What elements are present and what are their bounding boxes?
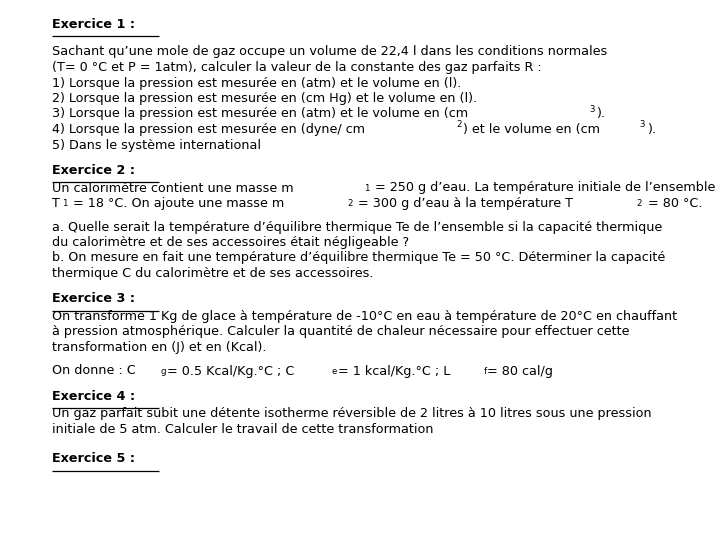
Text: ).: ). (596, 107, 605, 120)
Text: e: e (331, 367, 337, 376)
Text: du calorimètre et de ses accessoires était négligeable ?: du calorimètre et de ses accessoires éta… (52, 236, 409, 249)
Text: Exercice 4 :: Exercice 4 : (52, 390, 135, 403)
Text: = 300 g d’eau à la température T: = 300 g d’eau à la température T (354, 197, 573, 210)
Text: = 250 g d’eau. La température initiale de l’ensemble est: = 250 g d’eau. La température initiale d… (371, 182, 720, 195)
Text: 3) Lorsque la pression est mesurée en (atm) et le volume en (cm: 3) Lorsque la pression est mesurée en (a… (52, 107, 468, 120)
Text: 2: 2 (347, 199, 353, 209)
Text: 3: 3 (589, 105, 595, 113)
Text: f: f (483, 367, 487, 376)
Text: 2: 2 (456, 120, 462, 129)
Text: = 18 °C. On ajoute une masse m: = 18 °C. On ajoute une masse m (69, 197, 284, 210)
Text: (T= 0 °C et P = 1atm), calculer la valeur de la constante des gaz parfaits R :: (T= 0 °C et P = 1atm), calculer la valeu… (52, 61, 541, 74)
Text: = 0.5 Kcal/Kg.°C ; C: = 0.5 Kcal/Kg.°C ; C (167, 365, 294, 377)
Text: = 1 kcal/Kg.°C ; L: = 1 kcal/Kg.°C ; L (338, 365, 451, 377)
Text: g: g (160, 367, 166, 376)
Text: ).: ). (647, 123, 656, 136)
Text: à pression atmosphérique. Calculer la quantité de chaleur nécessaire pour effect: à pression atmosphérique. Calculer la qu… (52, 326, 629, 339)
Text: ) et le volume en (cm: ) et le volume en (cm (463, 123, 600, 136)
Text: 1: 1 (364, 184, 369, 193)
Text: = 80 cal/g: = 80 cal/g (487, 365, 553, 377)
Text: transformation en (J) et en (Kcal).: transformation en (J) et en (Kcal). (52, 341, 266, 354)
Text: 3: 3 (640, 120, 645, 129)
Text: Un calorimètre contient une masse m: Un calorimètre contient une masse m (52, 182, 294, 195)
Text: Exercice 3 :: Exercice 3 : (52, 293, 135, 306)
Text: Exercice 2 :: Exercice 2 : (52, 164, 135, 177)
Text: 4) Lorsque la pression est mesurée en (dyne/ cm: 4) Lorsque la pression est mesurée en (d… (52, 123, 365, 136)
Text: On donne : C: On donne : C (52, 365, 136, 377)
Text: Exercice 1 :: Exercice 1 : (52, 18, 135, 31)
Text: Sachant qu’une mole de gaz occupe un volume de 22,4 l dans les conditions normal: Sachant qu’une mole de gaz occupe un vol… (52, 46, 607, 59)
Text: Un gaz parfait subit une détente isotherme réversible de 2 litres à 10 litres so: Un gaz parfait subit une détente isother… (52, 408, 652, 421)
Text: Exercice 5 :: Exercice 5 : (52, 453, 135, 466)
Text: 2: 2 (636, 199, 642, 209)
Text: 1) Lorsque la pression est mesurée en (atm) et le volume en (l).: 1) Lorsque la pression est mesurée en (a… (52, 76, 462, 89)
Text: 2) Lorsque la pression est mesurée en (cm Hg) et le volume en (l).: 2) Lorsque la pression est mesurée en (c… (52, 92, 477, 105)
Text: 5) Dans le système international: 5) Dans le système international (52, 139, 261, 152)
Text: thermique C du calorimètre et de ses accessoires.: thermique C du calorimètre et de ses acc… (52, 267, 374, 280)
Text: 1: 1 (62, 199, 68, 209)
Text: a. Quelle serait la température d’équilibre thermique Te de l’ensemble si la cap: a. Quelle serait la température d’équili… (52, 221, 662, 234)
Text: On transforme 1 Kg de glace à température de -10°C en eau à température de 20°C : On transforme 1 Kg de glace à températur… (52, 310, 677, 323)
Text: initiale de 5 atm. Calculer le travail de cette transformation: initiale de 5 atm. Calculer le travail d… (52, 423, 433, 436)
Text: b. On mesure en fait une température d’équilibre thermique Te = 50 °C. Détermine: b. On mesure en fait une température d’é… (52, 251, 665, 264)
Text: T: T (52, 197, 60, 210)
Text: = 80 °C.: = 80 °C. (644, 197, 702, 210)
